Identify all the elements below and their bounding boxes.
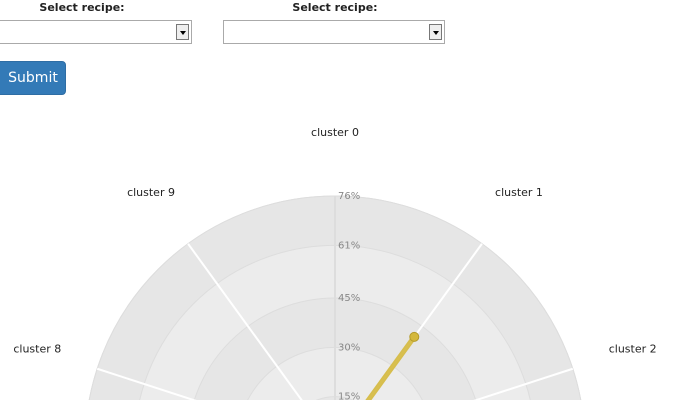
tick-label: 61% bbox=[338, 240, 360, 251]
recipe-select[interactable] bbox=[223, 20, 445, 44]
tick-label: 45% bbox=[338, 293, 360, 304]
category-label: cluster 1 bbox=[495, 186, 543, 199]
category-label: cluster 9 bbox=[127, 186, 175, 199]
submit-button[interactable]: Submit bbox=[0, 61, 66, 95]
tick-label: 76% bbox=[338, 191, 360, 202]
select-label: Select recipe: bbox=[292, 1, 378, 14]
spoke bbox=[187, 243, 303, 400]
recipe-select[interactable] bbox=[0, 20, 192, 44]
dropdown-arrow[interactable] bbox=[429, 24, 442, 40]
tick-label: 30% bbox=[338, 342, 360, 353]
point bbox=[409, 331, 420, 342]
spoke bbox=[473, 367, 574, 400]
tick-label: 15% bbox=[338, 392, 360, 400]
select-label: Select recipe: bbox=[39, 1, 125, 14]
dropdown-arrow[interactable] bbox=[176, 24, 189, 40]
category-label: cluster 0 bbox=[311, 126, 359, 139]
spoke bbox=[96, 367, 197, 400]
category-label: cluster 8 bbox=[13, 342, 61, 355]
category-label: cluster 2 bbox=[609, 342, 657, 355]
